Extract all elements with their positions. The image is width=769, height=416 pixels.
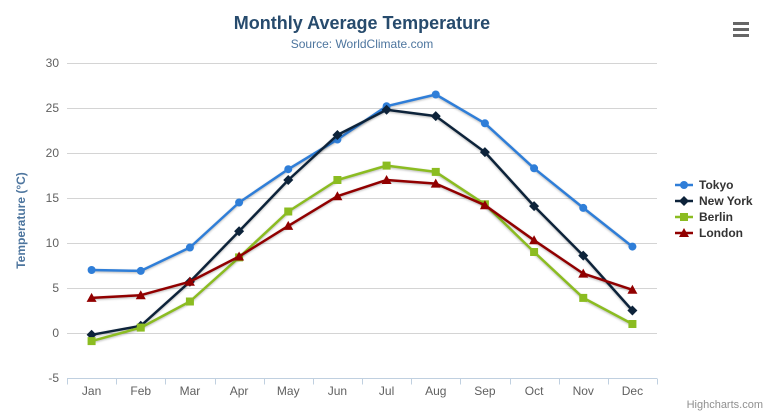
- y-axis-labels: -5 0 5 10 15 20 25 30: [46, 56, 60, 385]
- x-axis-label: Jul: [379, 384, 394, 398]
- data-point-berlin[interactable]: [628, 320, 637, 328]
- data-point-tokyo[interactable]: [628, 242, 637, 251]
- data-point-tokyo[interactable]: [235, 198, 244, 207]
- chart-title: Monthly Average Temperature: [233, 13, 491, 33]
- data-point-new-york[interactable]: [283, 175, 294, 185]
- chart-subtitle: Source: WorldClimate.com: [290, 37, 434, 51]
- hamburger-icon: [733, 22, 749, 25]
- data-point-london[interactable]: [332, 191, 343, 201]
- data-point-london[interactable]: [184, 276, 195, 286]
- data-point-berlin[interactable]: [333, 176, 342, 184]
- x-axis-label: Nov: [573, 384, 594, 398]
- data-point-berlin[interactable]: [431, 167, 440, 176]
- diamond-marker-icon: [675, 196, 693, 206]
- legend-item-new-york[interactable]: New York: [674, 193, 753, 209]
- data-point-london[interactable]: [578, 268, 589, 278]
- legend-label: Tokyo: [699, 178, 734, 192]
- data-point-tokyo[interactable]: [136, 266, 145, 275]
- legend: Tokyo New York Berlin London: [674, 177, 753, 241]
- data-point-new-york[interactable]: [234, 226, 245, 237]
- y-axis-label: 15: [46, 191, 60, 205]
- data-point-berlin[interactable]: [284, 207, 293, 216]
- data-point-tokyo[interactable]: [480, 119, 489, 128]
- data-point-tokyo[interactable]: [530, 164, 539, 173]
- series-line-new-york: [90, 108, 634, 337]
- data-point-tokyo[interactable]: [87, 266, 96, 274]
- hamburger-icon: [733, 34, 749, 37]
- data-point-berlin[interactable]: [185, 297, 194, 306]
- triangle-marker-icon: [675, 228, 693, 237]
- data-point-berlin[interactable]: [579, 293, 588, 302]
- y-axis-label: -5: [48, 371, 59, 385]
- x-axis-label: Aug: [425, 384, 446, 398]
- data-point-tokyo[interactable]: [284, 165, 293, 174]
- data-point-london[interactable]: [234, 251, 245, 261]
- data-point-new-york[interactable]: [578, 250, 589, 261]
- series-tokyo: [87, 90, 637, 275]
- data-point-london[interactable]: [430, 178, 441, 188]
- data-point-london[interactable]: [529, 235, 540, 245]
- data-point-london[interactable]: [479, 200, 490, 210]
- legend-label: New York: [699, 194, 753, 208]
- square-marker: [680, 213, 688, 221]
- series-line-tokyo: [90, 93, 634, 273]
- data-point-new-york[interactable]: [627, 305, 638, 316]
- y-axis-label: 25: [46, 101, 60, 115]
- x-axis-label: Dec: [622, 384, 643, 398]
- x-axis-label: Feb: [130, 384, 151, 398]
- series-line-berlin: [90, 164, 634, 343]
- data-point-london[interactable]: [135, 290, 146, 300]
- data-point-new-york[interactable]: [479, 147, 490, 158]
- series-london: [86, 175, 638, 302]
- y-axis-label: 10: [46, 236, 60, 250]
- x-axis-label: Oct: [525, 384, 544, 398]
- data-point-london[interactable]: [627, 284, 638, 294]
- data-point-tokyo[interactable]: [431, 90, 440, 99]
- gridlines: [67, 63, 657, 379]
- data-point-berlin[interactable]: [382, 161, 391, 170]
- series-line-london: [90, 178, 634, 300]
- y-axis-label: 20: [46, 146, 60, 160]
- data-point-tokyo[interactable]: [579, 203, 588, 212]
- data-point-berlin[interactable]: [87, 337, 96, 346]
- x-axis-label: Apr: [230, 384, 249, 398]
- export-menu-button[interactable]: [733, 22, 749, 37]
- highcharts-credits-link[interactable]: Highcharts.com: [686, 399, 763, 411]
- data-point-tokyo[interactable]: [185, 243, 194, 252]
- legend-label: Berlin: [699, 210, 734, 224]
- square-marker-icon: [675, 213, 693, 221]
- data-point-new-york[interactable]: [332, 130, 343, 140]
- legend-item-berlin[interactable]: Berlin: [674, 209, 753, 225]
- triangle-marker: [679, 228, 689, 237]
- x-axis-label: May: [277, 384, 300, 398]
- data-point-london[interactable]: [381, 175, 392, 184]
- data-point-new-york[interactable]: [430, 111, 441, 122]
- legend-item-london[interactable]: London: [674, 225, 753, 241]
- x-axis: [67, 378, 658, 385]
- data-point-london[interactable]: [283, 220, 294, 230]
- y-axis-title: Temperature (°C): [14, 172, 28, 269]
- x-axis-label: Sep: [474, 384, 496, 398]
- data-point-berlin[interactable]: [136, 323, 145, 332]
- y-axis-label: 0: [52, 326, 59, 340]
- x-axis-label: Jun: [328, 384, 347, 398]
- data-point-new-york[interactable]: [381, 104, 392, 115]
- diamond-marker: [679, 196, 689, 206]
- x-axis-labels: Jan Feb Mar Apr May Jun Jul Aug Sep Oct Nov Dec: [82, 384, 643, 398]
- circle-marker: [680, 181, 688, 189]
- data-point-berlin[interactable]: [530, 248, 539, 256]
- x-axis-label: Mar: [180, 384, 201, 398]
- data-point-london[interactable]: [86, 292, 97, 302]
- hamburger-icon: [733, 28, 749, 31]
- y-axis-label: 5: [52, 281, 59, 295]
- legend-label: London: [699, 226, 743, 240]
- series-new-york: [86, 104, 638, 340]
- x-axis-label: Jan: [82, 384, 101, 398]
- data-point-new-york[interactable]: [529, 201, 540, 212]
- y-axis-label: 30: [46, 56, 60, 70]
- circle-marker-icon: [675, 181, 693, 189]
- legend-item-tokyo[interactable]: Tokyo: [674, 177, 753, 193]
